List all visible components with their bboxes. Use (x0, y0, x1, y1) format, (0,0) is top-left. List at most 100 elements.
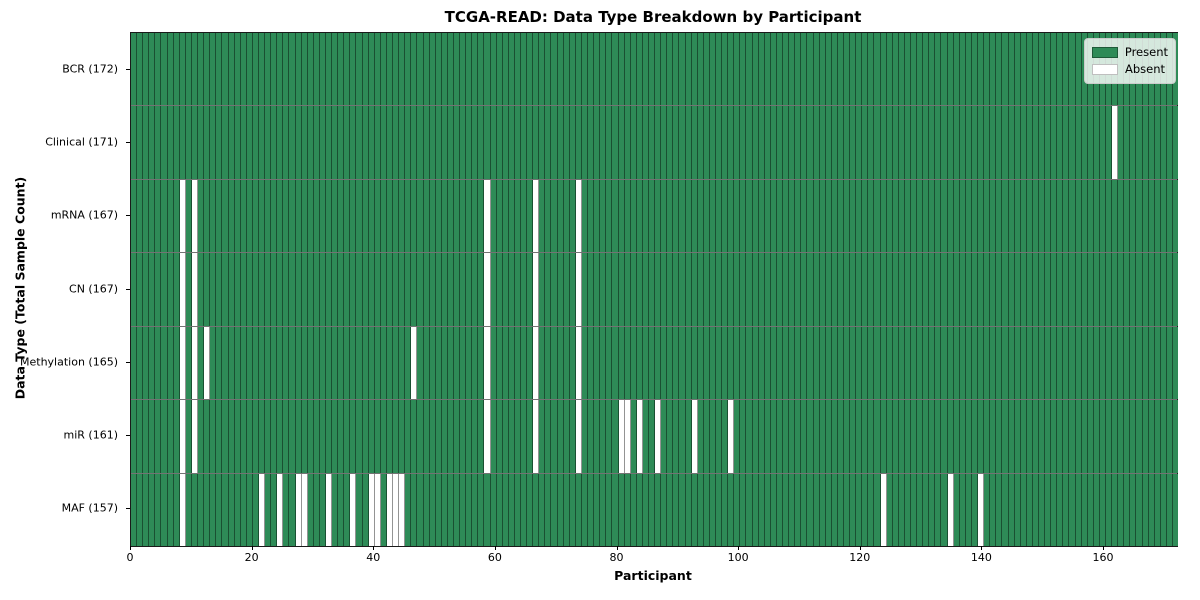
heatmap-cell (904, 179, 911, 253)
heatmap-cell (143, 33, 150, 106)
heatmap-cell (143, 326, 150, 400)
heatmap-cell (411, 326, 418, 400)
heatmap-cell (453, 33, 461, 106)
heatmap-cell (161, 473, 168, 546)
heatmap-cell (222, 326, 229, 400)
heatmap-cell (393, 253, 400, 326)
heatmap-cell (990, 253, 997, 326)
heatmap-cell (594, 473, 601, 546)
heatmap-cell (228, 253, 235, 326)
heatmap-cell (301, 400, 308, 473)
heatmap-cell (569, 473, 576, 546)
heatmap-cell (289, 400, 296, 473)
heatmap-cell (1051, 326, 1058, 400)
heatmap-cell (789, 106, 796, 179)
heatmap-cell (886, 326, 893, 400)
heatmap-cell (679, 106, 686, 179)
heatmap-cell (332, 400, 339, 473)
heatmap-cell (240, 253, 247, 326)
heatmap-cell (776, 106, 784, 179)
heatmap-cell (880, 106, 887, 179)
heatmap-cell (697, 253, 704, 326)
heatmap-cell (1124, 400, 1131, 473)
heatmap-cell (600, 473, 607, 546)
heatmap-cell (581, 473, 589, 546)
heatmap-cell (521, 106, 528, 179)
heatmap-cell (667, 106, 674, 179)
heatmap-cell (990, 326, 997, 400)
heatmap-cell (648, 326, 656, 400)
heatmap-cell (252, 106, 259, 179)
heatmap-cell (959, 400, 966, 473)
heatmap-cell (588, 326, 595, 400)
heatmap-cell (551, 33, 558, 106)
heatmap-cell (198, 326, 205, 400)
heatmap-cell (1038, 326, 1046, 400)
heatmap-cell (533, 400, 540, 473)
heatmap-cell (667, 326, 674, 400)
heatmap-cell (984, 326, 991, 400)
heatmap-cell (441, 106, 448, 179)
heatmap-cell (252, 326, 259, 400)
heatmap-cell (661, 33, 668, 106)
heatmap-cell (581, 400, 589, 473)
heatmap-cell (770, 33, 777, 106)
heatmap-cell (1038, 400, 1046, 473)
heatmap-cell (880, 326, 887, 400)
heatmap-cell (813, 179, 820, 253)
heatmap-cell (332, 326, 339, 400)
heatmap-cell (539, 400, 546, 473)
heatmap-cell (734, 253, 741, 326)
heatmap-cell (1118, 473, 1125, 546)
heatmap-cell (1148, 253, 1155, 326)
heatmap-cell (807, 400, 814, 473)
heatmap-cell (246, 400, 253, 473)
heatmap-cell (1160, 179, 1167, 253)
heatmap-cell (143, 253, 150, 326)
heatmap-cell (338, 106, 345, 179)
heatmap-cell (594, 253, 601, 326)
heatmap-cell (856, 179, 863, 253)
heatmap-cell (606, 326, 613, 400)
heatmap-cell (648, 400, 656, 473)
heatmap-cell (338, 253, 345, 326)
heatmap-cell (271, 179, 278, 253)
heatmap-cell (179, 400, 186, 473)
heatmap-cell (167, 179, 174, 253)
heatmap-cell (588, 253, 595, 326)
heatmap-cell (326, 326, 333, 400)
heatmap-cell (831, 326, 838, 400)
heatmap-cell (764, 400, 771, 473)
heatmap-cell (709, 326, 716, 400)
heatmap-cell (911, 106, 918, 179)
heatmap-cell (222, 253, 229, 326)
heatmap-cell (393, 400, 400, 473)
heatmap-cell (368, 326, 375, 400)
heatmap-cell (923, 253, 930, 326)
heatmap-cell (453, 400, 461, 473)
heatmap-cell (472, 179, 479, 253)
heatmap-cell (527, 33, 534, 106)
heatmap-cell (545, 473, 552, 546)
heatmap-cell (435, 326, 442, 400)
heatmap-cell (648, 473, 656, 546)
heatmap-cell (179, 473, 186, 546)
heatmap-cell (447, 33, 454, 106)
heatmap-cell (1130, 106, 1137, 179)
heatmap-cell (423, 400, 430, 473)
heatmap-cell (825, 326, 832, 400)
heatmap-cell (624, 473, 631, 546)
heatmap-cell (1045, 473, 1052, 546)
heatmap-cell (917, 253, 924, 326)
heatmap-cell (1063, 473, 1070, 546)
heatmap-cell (1087, 106, 1094, 179)
heatmap-cell (990, 179, 997, 253)
heatmap-cell (837, 326, 844, 400)
heatmap-cell (265, 326, 272, 400)
heatmap-cell (179, 33, 186, 106)
heatmap-cell (1106, 400, 1113, 473)
heatmap-cell (295, 253, 302, 326)
heatmap-cell (679, 473, 686, 546)
heatmap-cell (722, 106, 729, 179)
heatmap-cell (734, 179, 741, 253)
